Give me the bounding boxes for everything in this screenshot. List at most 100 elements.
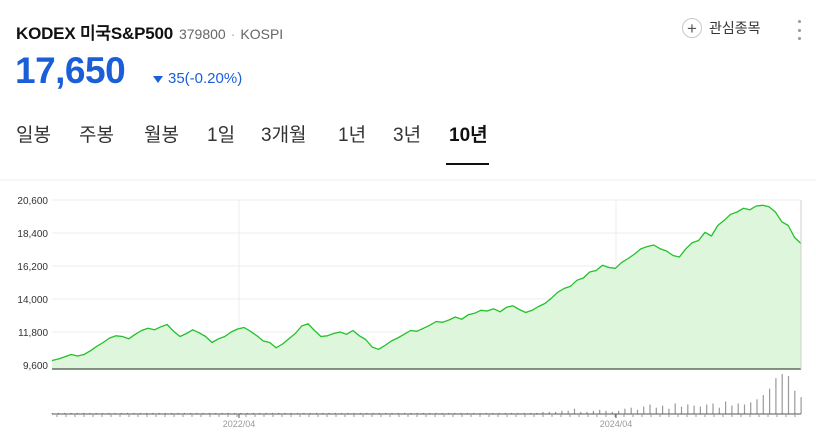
volume-bar	[460, 412, 462, 414]
volume-bar	[83, 412, 85, 414]
volume-bar	[284, 412, 286, 414]
volume-bar	[580, 411, 582, 414]
volume-bar	[177, 412, 179, 414]
volume-bar	[397, 412, 399, 414]
tab-daily[interactable]: 일봉	[16, 125, 51, 146]
volume-bar	[334, 412, 336, 414]
price-change: 35(-0.20%)	[153, 70, 242, 87]
volume-bar	[624, 408, 626, 414]
volume-bar	[479, 412, 481, 414]
volume-bar	[95, 412, 97, 414]
price-line	[51, 204, 802, 362]
more-vertical-icon[interactable]	[796, 20, 802, 40]
volume-bar	[712, 403, 714, 414]
volume-bar	[303, 412, 305, 414]
volume-bar	[416, 412, 418, 414]
tab-monthly[interactable]: 월봉	[144, 125, 179, 146]
volume-bar	[435, 412, 437, 414]
volume-bar	[202, 412, 204, 414]
volume-bar	[718, 407, 720, 414]
volume-bar	[76, 412, 78, 414]
volume-bar	[429, 412, 431, 414]
active-tab-indicator	[446, 163, 489, 165]
volume-bar	[234, 412, 236, 414]
volume-bar	[706, 404, 708, 414]
volume-bar	[70, 412, 72, 414]
volume-bar	[378, 412, 380, 414]
volume-bar	[586, 411, 588, 414]
volume-bar	[246, 412, 248, 414]
tab-3months[interactable]: 3개월	[261, 125, 307, 146]
volume-bar	[517, 412, 519, 414]
price-area-fill	[52, 205, 801, 369]
volume-bar	[599, 409, 601, 414]
volume-bar	[183, 412, 185, 414]
volume-bar	[511, 412, 513, 414]
volume-bar	[662, 405, 664, 414]
volume-bar	[101, 412, 104, 414]
y-tick-label: 20,600	[17, 196, 48, 207]
volume-bar	[145, 412, 148, 414]
volume-bar	[680, 406, 683, 414]
stock-header: KODEX 미국S&P500 379800 · KOSPI	[16, 19, 283, 43]
volume-bar	[699, 406, 701, 414]
y-tick-label: 16,200	[17, 262, 48, 273]
volume-bar	[618, 410, 620, 414]
chart-svg: 20,600 18,400 16,200 14,000 11,800 9,600 2022…	[0, 179, 816, 429]
x-tick-label: 2024/04	[600, 419, 633, 428]
volume-bar	[592, 410, 594, 414]
tab-1year[interactable]: 1년	[338, 125, 367, 146]
stock-code: 379800	[178, 26, 226, 42]
volume-bar	[743, 404, 746, 414]
volume-bar	[687, 404, 689, 414]
volume-bar	[737, 403, 739, 414]
current-price: 17,650	[15, 50, 126, 91]
volume-bar	[498, 412, 500, 414]
volume-bar	[322, 412, 324, 414]
volume-bar	[315, 412, 318, 414]
volume-bar	[787, 376, 790, 414]
volume-bar	[347, 412, 349, 414]
market-name: KOSPI	[240, 26, 284, 42]
volume-bar	[208, 412, 211, 414]
volume-bar	[271, 412, 273, 414]
volume-bar	[630, 407, 632, 414]
plus-icon: +	[682, 18, 702, 38]
volume-bar	[240, 412, 242, 414]
add-favorite-button[interactable]: + 관심종목	[682, 18, 761, 38]
volume-bar	[668, 408, 670, 414]
volume-bar	[64, 412, 66, 414]
down-triangle-icon	[153, 75, 163, 83]
volume-bar	[328, 412, 330, 414]
volume-bar	[548, 411, 550, 414]
volume-bar	[492, 412, 494, 414]
volume-bar	[693, 405, 695, 414]
volume-bar	[51, 412, 53, 414]
volume-bar	[762, 395, 764, 414]
volume-bar	[196, 412, 198, 414]
volume-bar	[555, 411, 557, 414]
volume-bar	[750, 402, 752, 414]
tab-1day[interactable]: 1일	[207, 125, 236, 146]
y-tick-label: 18,400	[17, 229, 48, 240]
volume-bar	[133, 412, 135, 414]
volume-bar	[504, 412, 506, 414]
volume-bar	[108, 412, 110, 414]
tab-10years[interactable]: 10년	[449, 125, 488, 146]
volume-bar	[731, 405, 733, 414]
separator-dot: ·	[230, 26, 236, 42]
volume-bar	[89, 412, 91, 414]
volume-bar	[297, 412, 299, 414]
volume-bar	[57, 412, 59, 414]
volume-bar	[385, 412, 387, 414]
volume-bar	[215, 412, 217, 414]
y-tick-label: 11,800	[18, 328, 48, 339]
volume-bar	[164, 412, 166, 414]
tab-3years[interactable]: 3년	[393, 125, 422, 146]
volume-bar	[410, 412, 412, 414]
volume-bar	[227, 412, 229, 414]
volume-bar	[523, 412, 525, 414]
volume-bar	[794, 390, 796, 414]
tab-weekly[interactable]: 주봉	[79, 125, 114, 146]
price-chart: 20,600 18,400 16,200 14,000 11,800 9,600 2022…	[0, 178, 816, 429]
